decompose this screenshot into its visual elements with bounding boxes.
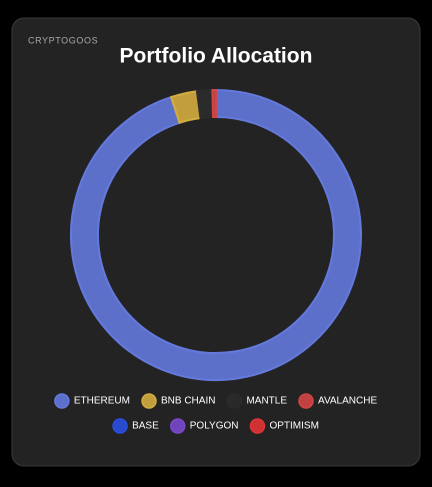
legend-swatch [54,393,70,409]
legend-label: BNB CHAIN [161,396,215,407]
chart-title: Portfolio Allocation [120,45,313,68]
legend-swatch [298,393,314,409]
legend-swatch [170,418,186,434]
legend-swatch [249,418,266,434]
legend-label: AVALANCHE [318,396,377,407]
card [11,17,421,467]
legend-label: POLYGON [190,421,239,432]
legend-label: OPTIMISM [269,421,318,432]
legend-swatch [141,393,157,409]
donut-segment [211,88,217,119]
legend-label: MANTLE [246,396,287,407]
legend-swatch [112,418,128,434]
legend-label: BASE [132,421,159,432]
brand: CRYPTOGOOS [28,35,98,45]
donut-segment [70,88,362,381]
donut-segment [195,89,215,120]
legend-label: ETHEREUM [74,396,130,407]
legend-swatch [226,393,243,409]
